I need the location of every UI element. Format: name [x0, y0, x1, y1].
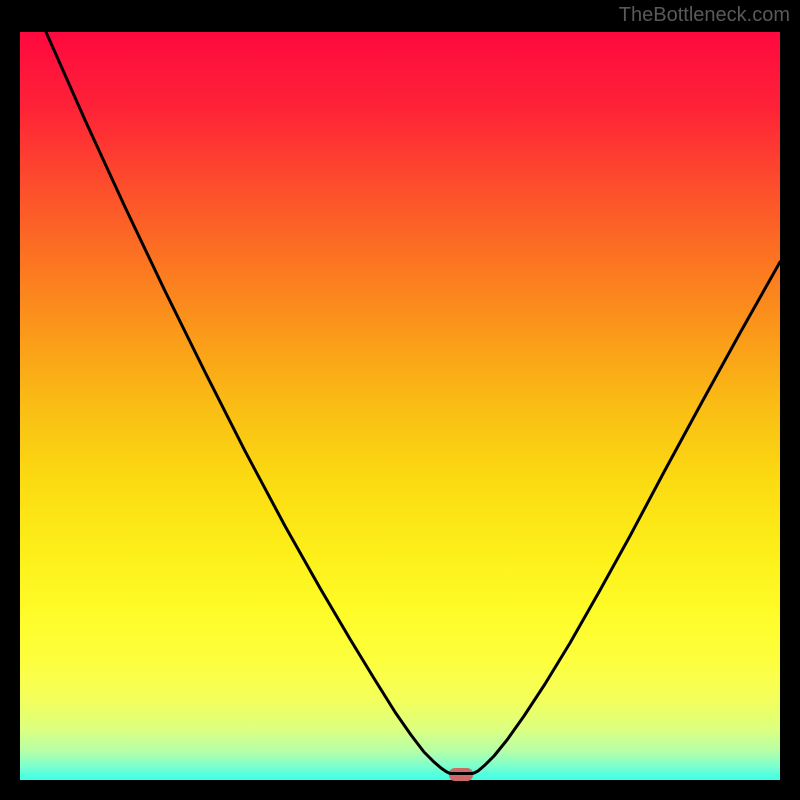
plot-area	[20, 32, 780, 780]
watermark-text: TheBottleneck.com	[619, 4, 790, 27]
bottleneck-curve	[20, 32, 780, 780]
chart-container: TheBottleneck.com	[0, 0, 800, 800]
